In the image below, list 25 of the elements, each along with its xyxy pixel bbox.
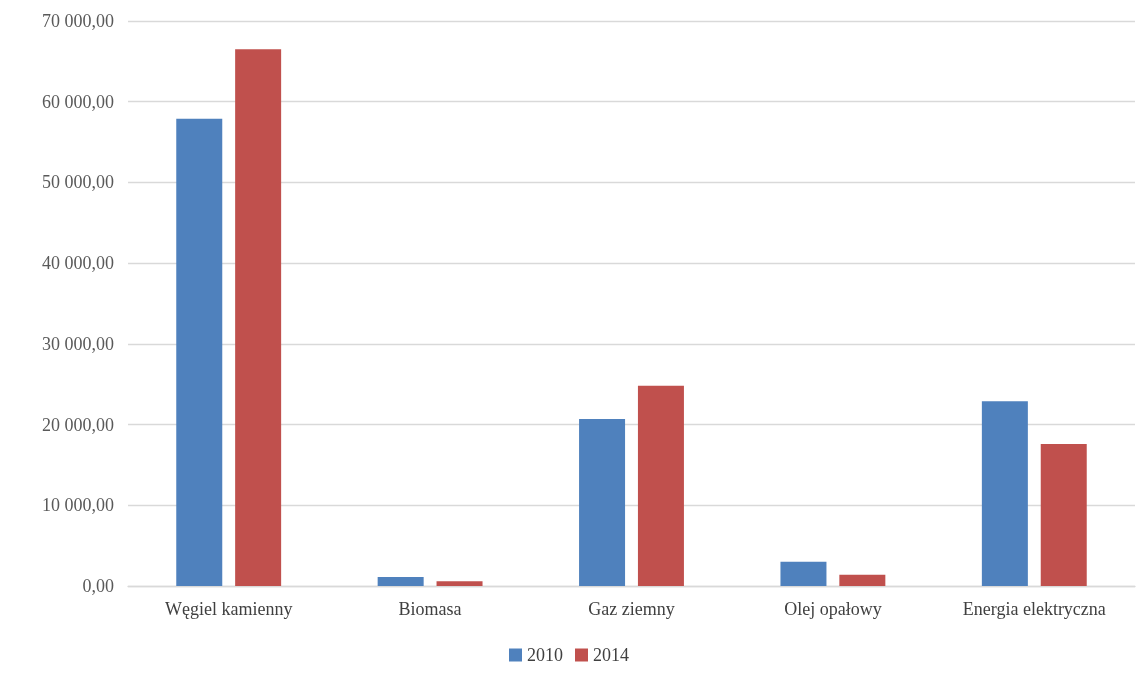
bar	[176, 118, 223, 586]
bar	[579, 418, 626, 586]
y-tick-label: 20 000,00	[42, 414, 114, 435]
y-tick-label: 30 000,00	[42, 333, 114, 354]
x-tick-label: Węgiel kamienny	[164, 599, 293, 619]
x-tick-label: Olej opałowy	[784, 599, 882, 619]
y-tick-label: 50 000,00	[42, 172, 114, 193]
legend-label: 2010	[527, 645, 563, 665]
y-tick-label: 60 000,00	[42, 91, 114, 112]
bar	[637, 385, 684, 586]
bar	[839, 574, 886, 586]
bar	[235, 49, 282, 586]
x-tick-label: Gaz ziemny	[588, 599, 675, 619]
legend-label: 2014	[593, 645, 629, 665]
x-tick-label: Energia elektryczna	[962, 599, 1106, 619]
bar	[377, 577, 424, 586]
bar	[436, 581, 483, 586]
bar	[981, 401, 1028, 586]
y-tick-label: 70 000,00	[42, 11, 114, 31]
x-tick-label: Biomasa	[398, 599, 462, 619]
y-tick-label: 0,00	[82, 576, 114, 596]
y-tick-label: 40 000,00	[42, 253, 114, 274]
y-tick-label: 10 000,00	[42, 495, 114, 516]
bar	[780, 561, 827, 586]
bar	[1040, 443, 1087, 586]
